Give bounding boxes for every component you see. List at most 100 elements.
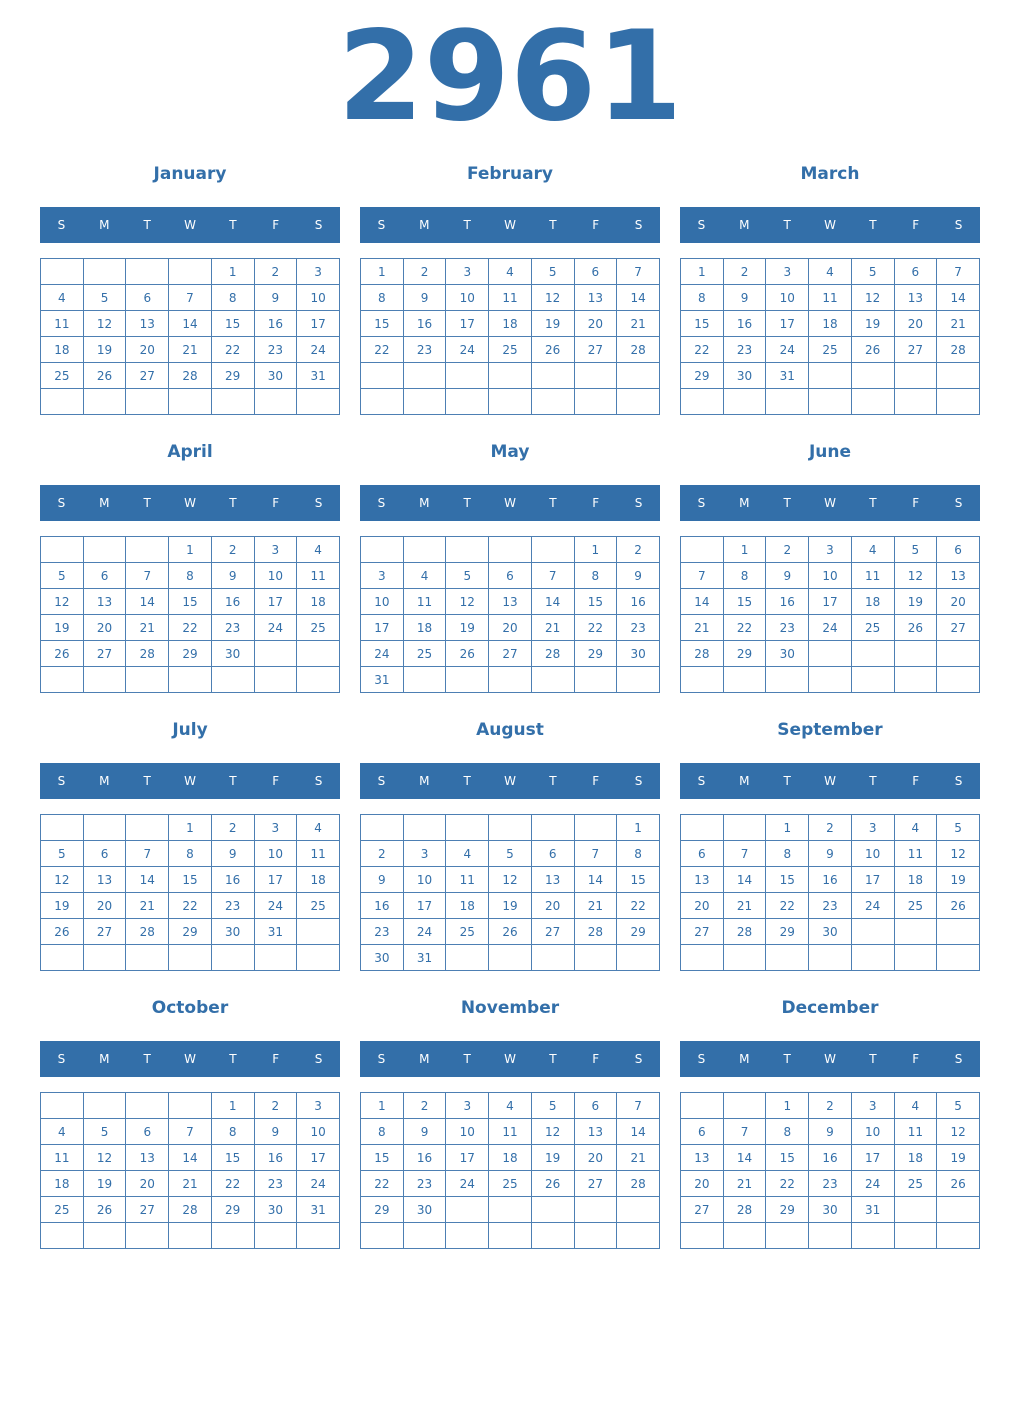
week-row xyxy=(680,944,980,971)
day-cell xyxy=(893,388,938,415)
day-cell: 11 xyxy=(488,284,532,311)
day-cell: 3 xyxy=(445,1092,490,1119)
day-cell: 2 xyxy=(808,1092,852,1119)
weekday-label: F xyxy=(272,774,280,788)
weekday-label: W xyxy=(504,218,516,232)
day-cell: 6 xyxy=(488,562,532,589)
day-cell: 25 xyxy=(488,1170,532,1197)
day-cell: 24 xyxy=(296,1170,340,1197)
day-cell: 15 xyxy=(722,588,767,615)
day-cell: 5 xyxy=(936,814,980,841)
day-cell: 1 xyxy=(573,536,618,563)
day-cell: 26 xyxy=(936,892,980,919)
weekday-label: M xyxy=(739,1052,750,1066)
day-cell: 22 xyxy=(680,336,724,363)
day-cell: 28 xyxy=(680,640,724,667)
week-row xyxy=(40,1222,340,1249)
week-row: 29 30 31 xyxy=(680,362,980,389)
day-cell xyxy=(893,362,938,389)
day-cell: 23 xyxy=(210,614,255,641)
day-cell: 26 xyxy=(936,1170,980,1197)
day-cell xyxy=(445,388,490,415)
day-cell xyxy=(680,944,724,971)
day-grid: 1 2 3 4 5 6 7 8 9 10 11 12 13 14 15 16 17 18 19 20 21 22 23 24 2… xyxy=(680,814,980,971)
day-cell xyxy=(360,814,404,841)
day-cell: 24 xyxy=(850,892,895,919)
day-cell: 20 xyxy=(82,892,127,919)
week-row: 22 23 24 25 26 27 28 xyxy=(360,336,660,363)
weekday-label: S xyxy=(57,496,66,510)
day-cell xyxy=(850,640,895,667)
week-row: 27 28 29 30 31 xyxy=(680,1196,980,1223)
day-cell: 8 xyxy=(210,284,255,311)
day-cell: 20 xyxy=(680,1170,724,1197)
week-row: 24 25 26 27 28 29 30 xyxy=(360,640,660,667)
day-cell xyxy=(210,944,255,971)
day-cell: 30 xyxy=(210,640,255,667)
weekday-label: S xyxy=(697,1052,706,1066)
weekday-label: W xyxy=(824,774,836,788)
day-cell: 6 xyxy=(82,562,127,589)
day-cell: 22 xyxy=(722,614,767,641)
day-cell: 3 xyxy=(253,536,298,563)
day-cell xyxy=(616,1196,660,1223)
week-row: 28 29 30 xyxy=(680,640,980,667)
day-cell: 31 xyxy=(296,362,340,389)
day-cell: 11 xyxy=(296,840,340,867)
weekday-label: W xyxy=(824,1052,836,1066)
week-row: 20 21 22 23 24 25 26 xyxy=(680,892,980,919)
day-cell: 28 xyxy=(125,918,170,945)
day-cell xyxy=(40,666,84,693)
day-cell: 24 xyxy=(253,892,298,919)
day-cell: 6 xyxy=(82,840,127,867)
day-cell: 29 xyxy=(722,640,767,667)
week-row xyxy=(40,944,340,971)
day-cell: 18 xyxy=(445,892,490,919)
weekday-label: S xyxy=(954,774,963,788)
day-cell: 12 xyxy=(936,1118,980,1145)
day-cell: 12 xyxy=(530,284,575,311)
week-row: 22 23 24 25 26 27 28 xyxy=(680,336,980,363)
week-row: 20 21 22 23 24 25 26 xyxy=(680,1170,980,1197)
week-row: 6 7 8 9 10 11 12 xyxy=(680,840,980,867)
weekday-label: M xyxy=(99,1052,110,1066)
day-cell: 4 xyxy=(488,1092,532,1119)
day-cell: 26 xyxy=(488,918,532,945)
day-cell xyxy=(488,666,532,693)
day-cell: 19 xyxy=(40,614,84,641)
day-cell: 24 xyxy=(445,336,490,363)
week-row: 21 22 23 24 25 26 27 xyxy=(680,614,980,641)
day-cell xyxy=(488,1222,532,1249)
day-cell xyxy=(722,944,767,971)
day-cell: 18 xyxy=(40,1170,84,1197)
day-cell: 13 xyxy=(82,866,127,893)
day-cell xyxy=(296,1222,340,1249)
day-cell: 17 xyxy=(765,310,810,337)
day-cell: 18 xyxy=(296,866,340,893)
day-cell: 4 xyxy=(850,536,895,563)
day-cell: 7 xyxy=(722,1118,767,1145)
day-cell: 23 xyxy=(402,336,447,363)
day-cell xyxy=(936,1196,980,1223)
day-cell: 2 xyxy=(402,258,447,285)
day-cell xyxy=(82,944,127,971)
day-cell xyxy=(402,536,447,563)
day-cell xyxy=(488,536,532,563)
day-cell: 11 xyxy=(808,284,852,311)
day-cell: 8 xyxy=(680,284,724,311)
day-cell xyxy=(808,1222,852,1249)
day-cell: 22 xyxy=(616,892,660,919)
day-cell: 27 xyxy=(573,336,618,363)
day-cell xyxy=(82,536,127,563)
weekday-label: S xyxy=(954,1052,963,1066)
week-row: 18 19 20 21 22 23 24 xyxy=(40,1170,340,1197)
weekday-label: T xyxy=(463,1052,471,1066)
month-name: October xyxy=(151,998,229,1018)
day-cell: 22 xyxy=(210,336,255,363)
weekday-label: W xyxy=(184,496,196,510)
day-cell: 5 xyxy=(40,840,84,867)
day-cell: 9 xyxy=(253,284,298,311)
week-row: 10 11 12 13 14 15 16 xyxy=(360,588,660,615)
weekday-label: T xyxy=(783,218,791,232)
day-cell xyxy=(210,666,255,693)
